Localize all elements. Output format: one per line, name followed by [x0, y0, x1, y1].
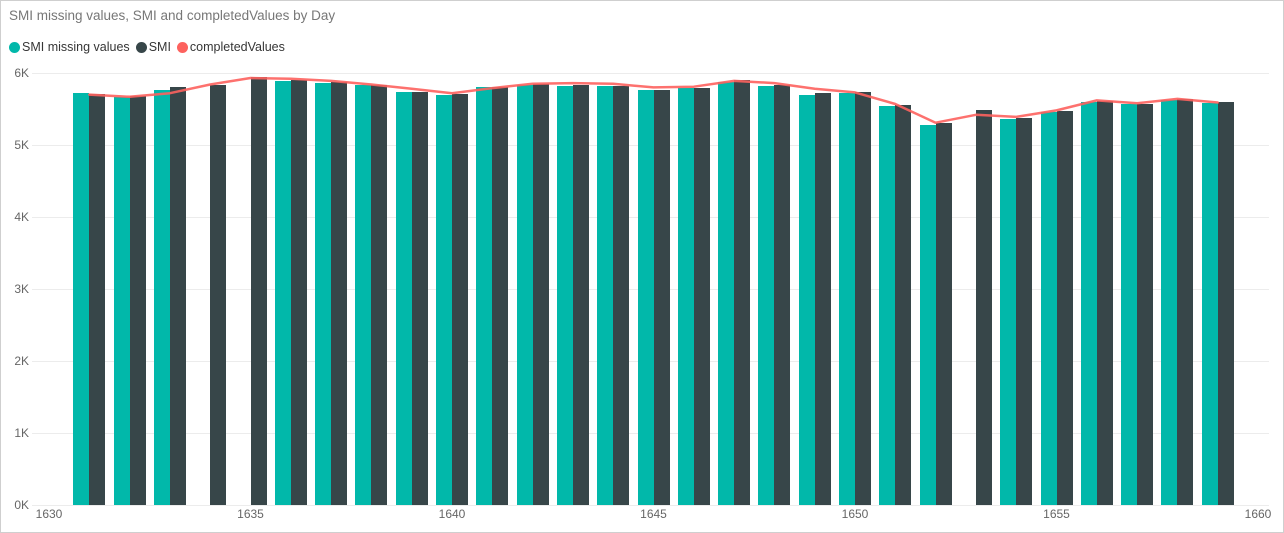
x-axis-label: 1650 — [841, 507, 869, 521]
bar-smi-missing-values[interactable] — [516, 84, 533, 505]
bar-smi[interactable] — [572, 85, 589, 505]
bar-smi[interactable] — [169, 87, 186, 505]
bar-smi[interactable] — [855, 92, 871, 505]
bar-smi-missing-values[interactable] — [355, 85, 372, 505]
bar-smi[interactable] — [1217, 101, 1234, 505]
bar-smi[interactable] — [411, 91, 428, 505]
bar-smi[interactable] — [492, 86, 509, 505]
bar-smi-missing-values[interactable] — [395, 92, 412, 505]
bar-smi-missing-values[interactable] — [758, 85, 775, 505]
bar-smi[interactable] — [250, 76, 267, 505]
legend-dot-icon — [135, 41, 147, 53]
y-axis-label: 6K — [14, 66, 29, 80]
legend-dot-icon — [176, 41, 188, 53]
bar-smi[interactable] — [1096, 101, 1113, 505]
bar-smi[interactable] — [210, 85, 227, 505]
bar-smi[interactable] — [1137, 103, 1154, 505]
bar-smi[interactable] — [613, 85, 630, 505]
legend-item-completed[interactable]: completedValues — [176, 40, 285, 54]
bar-smi-missing-values[interactable] — [839, 93, 855, 505]
bar-smi[interactable] — [1056, 111, 1073, 505]
bar-smi[interactable] — [895, 104, 912, 505]
bar-smi-missing-values[interactable] — [677, 88, 694, 505]
bar-smi[interactable] — [331, 82, 348, 505]
legend-label: completedValues — [189, 40, 285, 54]
y-axis-label: 2K — [14, 354, 29, 368]
bar-smi[interactable] — [734, 80, 751, 505]
y-axis-label: 5K — [14, 138, 29, 152]
bar-smi[interactable] — [975, 110, 992, 505]
bar-smi-missing-values[interactable] — [1121, 103, 1138, 505]
bar-smi[interactable] — [653, 89, 670, 505]
legend-label: SMI missing values — [22, 40, 130, 54]
y-axis-label: 3K — [14, 282, 29, 296]
bar-smi-missing-values[interactable] — [274, 80, 291, 505]
bar-smi-missing-values[interactable] — [718, 82, 735, 505]
bar-smi-missing-values[interactable] — [1080, 101, 1097, 505]
bar-smi-missing-values[interactable] — [73, 93, 90, 505]
x-axis-label: 1635 — [237, 507, 264, 521]
gridline — [32, 72, 1269, 74]
bar-smi[interactable] — [935, 123, 952, 505]
legend-dot-icon — [9, 41, 20, 53]
chart-title: SMI missing values, SMI and completedVal… — [9, 8, 336, 23]
legend-item-smi_missing[interactable]: SMI missing values — [9, 40, 130, 54]
bar-smi-missing-values[interactable] — [436, 94, 452, 505]
bar-smi[interactable] — [774, 85, 791, 505]
bar-smi-missing-values[interactable] — [113, 96, 130, 505]
x-axis-label: 1630 — [35, 507, 63, 521]
x-axis-label: 1640 — [438, 507, 466, 521]
bar-smi[interactable] — [532, 83, 549, 505]
x-axis-label: 1660 — [1244, 507, 1272, 521]
bar-smi[interactable] — [129, 96, 146, 505]
bar-smi-missing-values[interactable] — [798, 94, 815, 505]
bar-smi-missing-values[interactable] — [1040, 111, 1057, 505]
bar-smi-missing-values[interactable] — [919, 124, 936, 505]
legend-item-smi[interactable]: SMI — [135, 40, 171, 54]
bar-smi-missing-values[interactable] — [476, 87, 493, 505]
bar-smi-missing-values[interactable] — [556, 85, 573, 505]
gridline — [32, 504, 1269, 506]
y-axis-label: 1K — [14, 426, 29, 440]
bar-smi[interactable] — [1177, 98, 1194, 505]
bar-smi-missing-values[interactable] — [597, 85, 614, 505]
y-axis-label: 0K — [14, 498, 29, 512]
bar-smi-missing-values[interactable] — [1000, 119, 1017, 505]
bar-smi[interactable] — [1016, 118, 1033, 505]
bar-smi-missing-values[interactable] — [315, 83, 332, 505]
bar-smi[interactable] — [814, 93, 831, 505]
bar-smi[interactable] — [452, 93, 468, 505]
legend-label: SMI — [148, 40, 171, 54]
x-axis-label: 1655 — [1043, 507, 1070, 521]
x-axis-label: 1645 — [640, 507, 667, 521]
bar-smi[interactable] — [371, 84, 388, 505]
bar-smi-missing-values[interactable] — [879, 106, 896, 505]
bar-smi-missing-values[interactable] — [153, 89, 170, 505]
bar-smi[interactable] — [290, 80, 307, 505]
bar-smi-missing-values[interactable] — [637, 90, 654, 505]
bar-smi[interactable] — [693, 88, 710, 505]
bar-smi-missing-values[interactable] — [1161, 99, 1178, 505]
legend: SMI missing values SMI completedValues — [9, 40, 291, 54]
bar-smi-missing-values[interactable] — [1201, 102, 1218, 505]
y-axis-label: 4K — [14, 210, 29, 224]
bar-smi[interactable] — [89, 93, 106, 505]
